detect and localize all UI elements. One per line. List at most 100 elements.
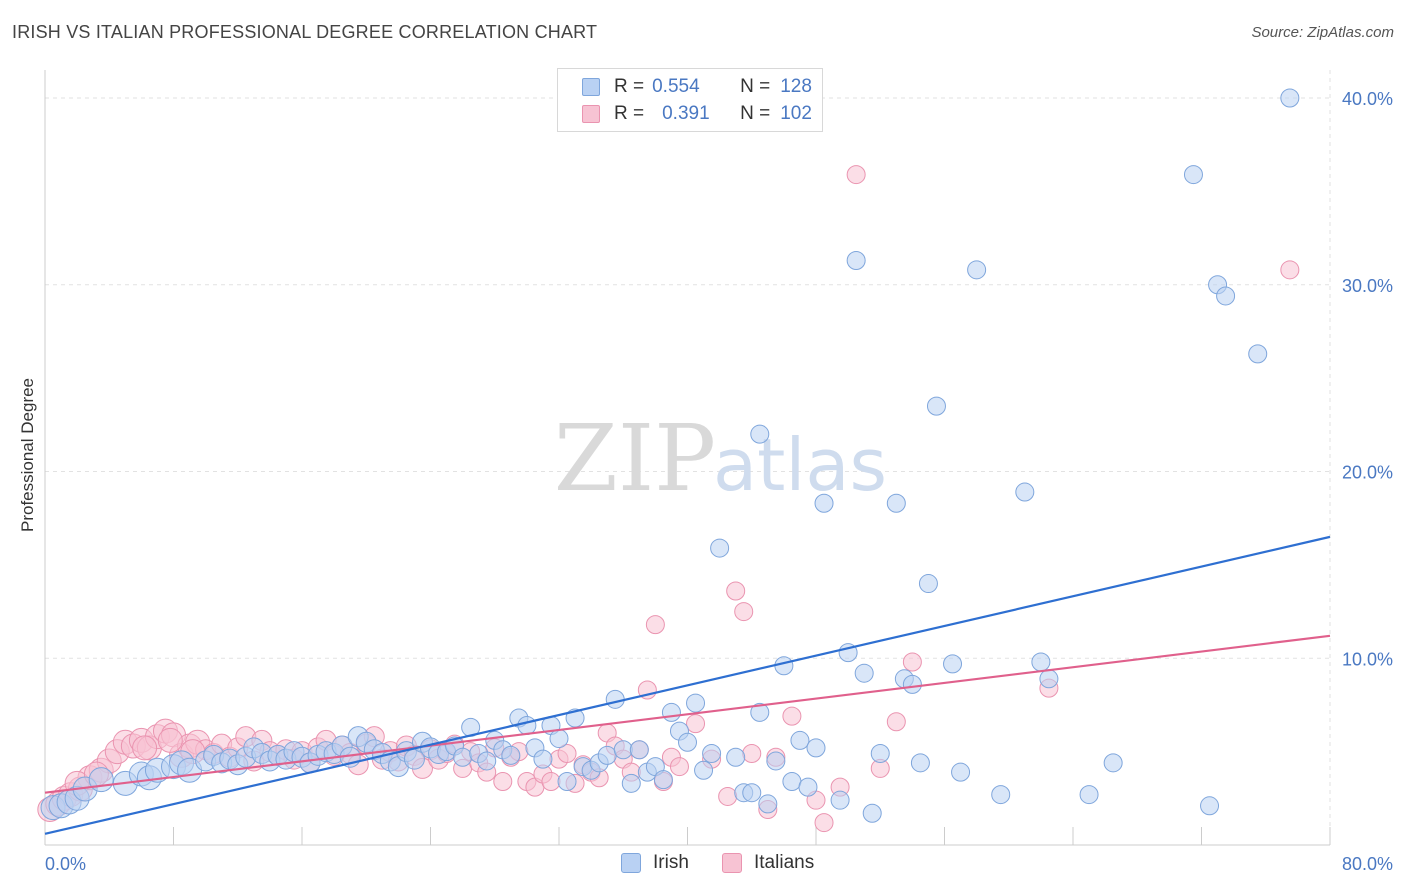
italians-point [645,615,665,635]
irish-point [702,743,722,763]
irish-point [1248,344,1268,364]
irish-point [1031,652,1051,672]
zipatlas-watermark: ZIP atlas [554,405,887,512]
irish-point [902,674,922,694]
legend-n-label: N = [740,103,771,124]
watermark-atlas: atlas [713,423,887,507]
italians-point [782,706,802,726]
irish-point [1015,482,1035,502]
irish-point [88,767,114,793]
irish-point [886,493,906,513]
italians-point [132,735,158,761]
chart-title: IRISH VS ITALIAN PROFESSIONAL DEGREE COR… [12,22,598,42]
italians-trendline [44,634,1331,794]
irish-series [40,88,1300,823]
irish-point [758,794,778,814]
italians-point [718,786,738,806]
irish-point [549,729,569,749]
irish-point [1103,753,1123,773]
irish-point [557,772,577,792]
axes [44,70,1331,846]
legend-label-irish: Irish [653,852,689,873]
italians-swatch [582,105,600,123]
legend-r-value: 0.391 [662,103,710,124]
tick-labels: 10.0% 20.0% 30.0% 40.0% 0.0% 80.0% [45,89,1393,874]
legend-row-italians: R = 0.391 N = 102 [582,102,812,126]
irish-point [766,751,786,771]
series-legend: Irish Italians [0,852,1406,878]
irish-point [926,396,946,416]
y-tick-label: 30.0% [1342,276,1393,296]
irish-point [1200,796,1220,816]
irish-point [750,702,770,722]
irish-point [1039,669,1059,689]
irish-trendline [44,535,1331,835]
irish-point [1079,785,1099,805]
legend-item-irish[interactable]: Irish [621,852,689,874]
irish-point [629,740,649,760]
italians-point [1280,260,1300,280]
irish-point [678,732,697,752]
irish-point [605,689,625,709]
irish-point [1183,165,1203,185]
irish-point [967,260,987,280]
irish-point [621,773,641,793]
italians-point [846,165,866,185]
x-tick-label: 0.0% [45,854,86,874]
irish-point [477,751,497,771]
irish-point [910,753,930,773]
irish-point [806,738,826,758]
irish-point [750,424,770,444]
source-credit: Source: ZipAtlas.com [1251,24,1394,41]
irish-point [943,654,963,674]
irish-point [710,538,730,558]
italians-point [726,581,746,601]
y-tick-label: 20.0% [1342,463,1393,483]
irish-point [951,762,971,782]
irish-point [694,760,714,780]
legend-row-irish: R = 0.554 N = 128 [582,75,812,99]
irish-point [1280,88,1300,108]
italians-point [541,772,561,792]
irish-point [661,702,681,722]
irish-point [742,783,762,803]
y-tick-label: 40.0% [1342,89,1393,109]
irish-point [726,747,746,767]
legend-n-value: 102 [780,103,812,124]
irish-swatch [582,78,600,96]
italians-point [557,743,577,763]
legend-label-italians: Italians [754,852,815,873]
irish-point [1216,286,1236,306]
trend-lines [44,535,1331,835]
legend-n-label: N = [740,76,771,97]
irish-point [798,777,818,797]
irish-point [453,747,473,767]
legend-r-label: R = [614,103,645,124]
irish-point [814,493,834,513]
legend-n-value: 128 [780,76,812,97]
irish-point [686,693,706,713]
irish-point [774,656,794,676]
irish-point [862,803,882,823]
irish-point [846,250,866,270]
italians-point [157,727,183,753]
legend-r-label: R = [614,76,645,97]
irish-point [501,745,521,765]
legend-item-italians[interactable]: Italians [722,852,814,874]
irish-point [533,749,553,769]
italians-point [742,743,762,763]
irish-point [597,745,617,765]
irish-point [613,740,633,760]
x-tick-label: 80.0% [1342,854,1393,874]
italians-swatch [722,853,742,873]
irish-swatch [621,853,641,873]
irish-point [830,790,850,810]
irish-point [782,772,802,792]
irish-point [653,770,673,790]
irish-point [517,715,537,735]
irish-point [870,743,890,763]
italians-point [902,652,922,672]
italians-point [886,712,906,732]
irish-point [854,663,874,683]
